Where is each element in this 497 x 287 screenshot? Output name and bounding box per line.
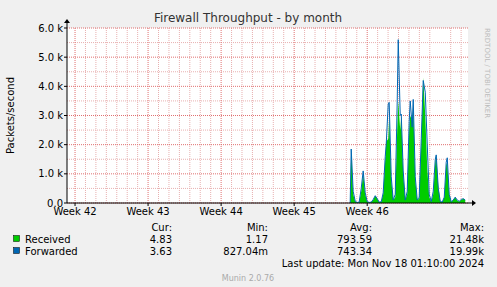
grid-line: [67, 144, 468, 145]
legend-stat: 827.04m: [223, 246, 268, 257]
y-tick-label: 2.0 k: [38, 139, 63, 150]
legend-stat: 19.99k: [450, 246, 485, 257]
grid-line: [221, 28, 222, 203]
legend-swatch: [14, 236, 20, 242]
x-tick-label: Week 46: [346, 206, 389, 217]
minor-grid: [67, 100, 468, 101]
background: [0, 0, 497, 287]
y-tick-label: 5.0 k: [38, 52, 63, 63]
y-tick-label: 3.0 k: [38, 110, 63, 121]
x-tick-label: Week 42: [53, 206, 96, 217]
grid-line: [294, 28, 295, 203]
axis-arrow: [64, 19, 70, 23]
legend-stat: 3.63: [150, 246, 172, 257]
legend-header: Cur:: [151, 222, 172, 233]
y-tick-label: 6.0 k: [38, 23, 63, 34]
minor-grid: [252, 28, 253, 203]
last-update: Last update: Mon Nov 18 01:10:00 2024: [282, 258, 484, 269]
grid-line: [367, 28, 368, 203]
y-tick-label: 1.0 k: [38, 168, 63, 179]
axis-arrow: [472, 200, 476, 206]
x-tick-label: Week 45: [273, 206, 316, 217]
minor-grid: [67, 130, 468, 131]
y-axis: [67, 23, 68, 203]
legend-stat: 4.83: [150, 234, 172, 245]
grid-line: [67, 115, 468, 116]
x-axis: [67, 203, 472, 204]
grid-line: [75, 28, 76, 203]
footer: Munin 2.0.76: [222, 274, 274, 283]
plot-area: [67, 28, 468, 203]
line: [350, 40, 465, 203]
grid-line: [67, 57, 468, 58]
minor-grid: [158, 28, 159, 203]
grid-line: [67, 28, 468, 29]
minor-grid: [67, 71, 468, 72]
watermark: RRDTOOL / TOBI OETIKER: [483, 28, 491, 118]
grid-line: [148, 28, 149, 203]
x-tick-label: Week 43: [126, 206, 169, 217]
minor-grid: [304, 28, 305, 203]
x-tick-label: Week 44: [199, 206, 242, 217]
minor-grid: [67, 42, 468, 43]
y-axis-label: Packets/second: [5, 77, 16, 154]
y-tick-label: 4.0 k: [38, 81, 63, 92]
legend-stat: 793.59: [337, 234, 372, 245]
legend-stat: 21.48k: [450, 234, 485, 245]
legend-stat: 1.17: [246, 234, 268, 245]
title: Firewall Throughput - by month: [154, 11, 342, 25]
legend-header: Max:: [460, 222, 484, 233]
legend-label: Forwarded: [25, 246, 78, 257]
legend-swatch: [14, 248, 20, 254]
legend-stat: 743.34: [337, 246, 372, 257]
grid-line: [67, 86, 468, 87]
legend-header: Min:: [247, 222, 268, 233]
legend-label: Received: [25, 234, 71, 245]
legend-header: Avg:: [350, 222, 372, 233]
series-group: [350, 40, 465, 203]
